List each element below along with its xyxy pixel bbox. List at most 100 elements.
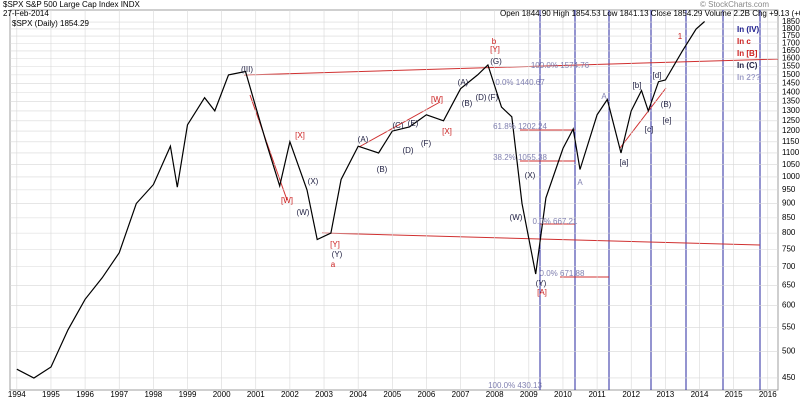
x-tick-label: 1994 <box>8 390 26 399</box>
trend-line <box>243 58 779 76</box>
x-tick-label: 2008 <box>486 390 504 399</box>
x-tick-label: 1996 <box>76 390 94 399</box>
wave-label: (X) <box>308 177 319 186</box>
legend-right: In c <box>737 37 751 46</box>
wave-label: 100.0% 430.13 <box>488 381 542 390</box>
wave-label: (G) <box>490 57 502 66</box>
wave-label: [X] <box>442 127 452 136</box>
legend-entry: $SPX (Daily) 1854.29 <box>12 19 89 28</box>
wave-label: 0.0% 1440.67 <box>495 78 545 87</box>
x-tick-label: 2007 <box>452 390 470 399</box>
wave-label: [Y] <box>330 240 340 249</box>
plot-frame <box>9 9 779 391</box>
wave-label: [d] <box>653 71 662 80</box>
y-tick-label: 950 <box>782 185 796 194</box>
wave-label: (D) <box>475 93 486 102</box>
wave-label: [Y] <box>490 45 500 54</box>
x-tick-label: 2003 <box>315 390 333 399</box>
wave-label: [X] <box>295 131 305 140</box>
legend-right: In (IV) <box>737 25 760 34</box>
wave-label: (A) <box>458 78 469 87</box>
chart-subtitle: 27-Feb-2014 <box>3 9 49 18</box>
wave-label: (B) <box>462 99 473 108</box>
x-tick-label: 1998 <box>144 390 162 399</box>
x-tick-label: 2014 <box>691 390 709 399</box>
trend-line <box>321 232 761 246</box>
legend-right: In [B] <box>737 49 758 58</box>
x-tick-label: 1995 <box>42 390 60 399</box>
x-tick-label: 2004 <box>349 390 367 399</box>
y-tick-label: 1150 <box>782 137 800 146</box>
wave-label: A <box>601 92 607 101</box>
x-tick-label: 2002 <box>281 390 299 399</box>
y-tick-label: 1050 <box>782 160 800 169</box>
wave-label: 61.8% 1202.24 <box>493 122 547 131</box>
y-tick-label: 700 <box>782 262 796 271</box>
drawn-lines <box>243 10 779 390</box>
wave-label: (Y) <box>332 250 343 259</box>
wave-label: [b] <box>633 81 642 90</box>
y-tick-label: 1400 <box>782 87 800 96</box>
x-tick-label: 2000 <box>213 390 231 399</box>
wave-label: (C) <box>392 121 403 130</box>
x-tick-label: 2009 <box>520 390 538 399</box>
wave-label: [a] <box>620 158 629 167</box>
legend-right: In 2?? <box>737 73 761 82</box>
wave-label: b <box>492 37 497 46</box>
y-tick-label: 1250 <box>782 116 800 125</box>
wave-label: (B) <box>661 100 672 109</box>
y-tick-label: 1350 <box>782 97 800 106</box>
wave-label: A <box>577 178 583 187</box>
wave-label: 1 <box>678 32 683 41</box>
wave-label: (F) <box>488 93 499 102</box>
wave-label: (W) <box>510 213 523 222</box>
wave-label: [c] <box>645 125 653 134</box>
x-tick-label: 2005 <box>383 390 401 399</box>
y-tick-label: 850 <box>782 213 796 222</box>
x-tick-label: 2001 <box>247 390 265 399</box>
wave-label: [A] <box>537 288 547 297</box>
y-tick-label: 1000 <box>782 172 800 181</box>
wave-label: a <box>331 260 336 269</box>
y-tick-label: 550 <box>782 323 796 332</box>
wave-label: (D) <box>402 146 413 155</box>
y-tick-label: 1450 <box>782 79 800 88</box>
y-tick-label: 600 <box>782 301 796 310</box>
x-tick-label: 2016 <box>759 390 777 399</box>
wave-label: (E) <box>408 119 419 128</box>
y-tick-label: 1300 <box>782 106 800 115</box>
wave-label: (W) <box>297 208 310 217</box>
x-tick-label: 2006 <box>418 390 436 399</box>
legend-right: In (C) <box>737 61 758 70</box>
y-tick-label: 1200 <box>782 126 800 135</box>
x-tick-label: 1997 <box>110 390 128 399</box>
y-tick-label: 1700 <box>782 38 800 47</box>
wave-label: (Y) <box>536 279 547 288</box>
y-tick-label: 1750 <box>782 31 800 40</box>
y-tick-label: 650 <box>782 281 796 290</box>
wave-label: [W] <box>281 196 293 205</box>
wave-label: 0.0% 671.88 <box>540 269 585 278</box>
x-tick-label: 2015 <box>725 390 743 399</box>
y-tick-label: 500 <box>782 347 796 356</box>
y-tick-label: 1650 <box>782 46 800 55</box>
x-tick-label: 1999 <box>179 390 197 399</box>
trend-line <box>619 87 667 149</box>
wave-label: 38.2% 1055.38 <box>493 153 547 162</box>
y-tick-label: 450 <box>782 373 796 382</box>
x-tick-label: 2013 <box>656 390 674 399</box>
y-tick-label: 900 <box>782 199 796 208</box>
y-tick-label: 1800 <box>782 24 800 33</box>
quote: Open 1844.90 High 1854.53 Low 1841.13 Cl… <box>500 9 800 18</box>
x-tick-label: 2012 <box>622 390 640 399</box>
y-tick-label: 1600 <box>782 54 800 63</box>
wave-label: (F) <box>421 139 432 148</box>
wave-label: 0.0% 667.21 <box>533 217 578 226</box>
x-tick-label: 2011 <box>588 390 606 399</box>
wave-label: (III) <box>241 65 253 74</box>
wave-label: 100.0% 1574.76 <box>531 61 590 70</box>
wave-label: (A) <box>358 135 369 144</box>
credit: © StockCharts.com <box>700 0 769 9</box>
x-tick-label: 2010 <box>554 390 572 399</box>
y-tick-label: 1850 <box>782 17 800 26</box>
